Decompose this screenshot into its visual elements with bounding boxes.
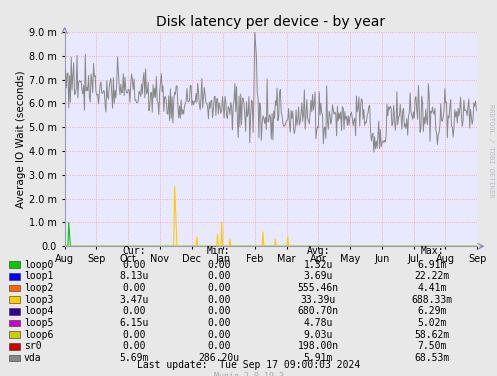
Text: 0.00: 0.00	[122, 306, 146, 316]
Text: loop6: loop6	[24, 330, 53, 340]
Text: 0.00: 0.00	[122, 260, 146, 270]
Y-axis label: Average IO Wait (seconds): Average IO Wait (seconds)	[16, 70, 26, 208]
Text: 680.70n: 680.70n	[298, 306, 338, 316]
Text: 4.78u: 4.78u	[303, 318, 333, 328]
Text: 0.00: 0.00	[207, 341, 231, 351]
Text: 68.53m: 68.53m	[415, 353, 450, 363]
Text: 7.50m: 7.50m	[417, 341, 447, 351]
Text: RRDTOOL / TOBI OETIKER: RRDTOOL / TOBI OETIKER	[488, 104, 494, 197]
Text: 1.32u: 1.32u	[303, 260, 333, 270]
Text: 6.29m: 6.29m	[417, 306, 447, 316]
Text: 286.20u: 286.20u	[198, 353, 239, 363]
Text: loop1: loop1	[24, 271, 53, 281]
Text: 0.00: 0.00	[207, 318, 231, 328]
Text: 6.91m: 6.91m	[417, 260, 447, 270]
Text: 5.91m: 5.91m	[303, 353, 333, 363]
Text: 0.00: 0.00	[122, 330, 146, 340]
Text: loop2: loop2	[24, 283, 53, 293]
Text: 4.41m: 4.41m	[417, 283, 447, 293]
Text: 0.00: 0.00	[207, 306, 231, 316]
Text: Munin 2.0.19-3: Munin 2.0.19-3	[214, 371, 283, 376]
Text: 5.02m: 5.02m	[417, 318, 447, 328]
Text: vda: vda	[24, 353, 41, 363]
Text: loop0: loop0	[24, 260, 53, 270]
Text: 0.00: 0.00	[207, 295, 231, 305]
Text: Last update:  Tue Sep 17 09:00:03 2024: Last update: Tue Sep 17 09:00:03 2024	[137, 360, 360, 370]
Text: 0.00: 0.00	[207, 283, 231, 293]
Text: 555.46n: 555.46n	[298, 283, 338, 293]
Text: Max:: Max:	[420, 246, 444, 256]
Text: 9.03u: 9.03u	[303, 330, 333, 340]
Text: 0.00: 0.00	[207, 260, 231, 270]
Text: 3.47u: 3.47u	[119, 295, 149, 305]
Text: 22.22m: 22.22m	[415, 271, 450, 281]
Text: 198.00n: 198.00n	[298, 341, 338, 351]
Text: 33.39u: 33.39u	[301, 295, 335, 305]
Text: Cur:: Cur:	[122, 246, 146, 256]
Text: sr0: sr0	[24, 341, 41, 351]
Title: Disk latency per device - by year: Disk latency per device - by year	[156, 15, 386, 29]
Text: 3.69u: 3.69u	[303, 271, 333, 281]
Text: 5.69m: 5.69m	[119, 353, 149, 363]
Text: loop5: loop5	[24, 318, 53, 328]
Text: 0.00: 0.00	[122, 341, 146, 351]
Text: 688.33m: 688.33m	[412, 295, 453, 305]
Text: 8.13u: 8.13u	[119, 271, 149, 281]
Text: Avg:: Avg:	[306, 246, 330, 256]
Text: 0.00: 0.00	[207, 330, 231, 340]
Text: Min:: Min:	[207, 246, 231, 256]
Text: 6.15u: 6.15u	[119, 318, 149, 328]
Text: 0.00: 0.00	[207, 271, 231, 281]
Text: loop4: loop4	[24, 306, 53, 316]
Text: 58.62m: 58.62m	[415, 330, 450, 340]
Text: loop3: loop3	[24, 295, 53, 305]
Text: 0.00: 0.00	[122, 283, 146, 293]
